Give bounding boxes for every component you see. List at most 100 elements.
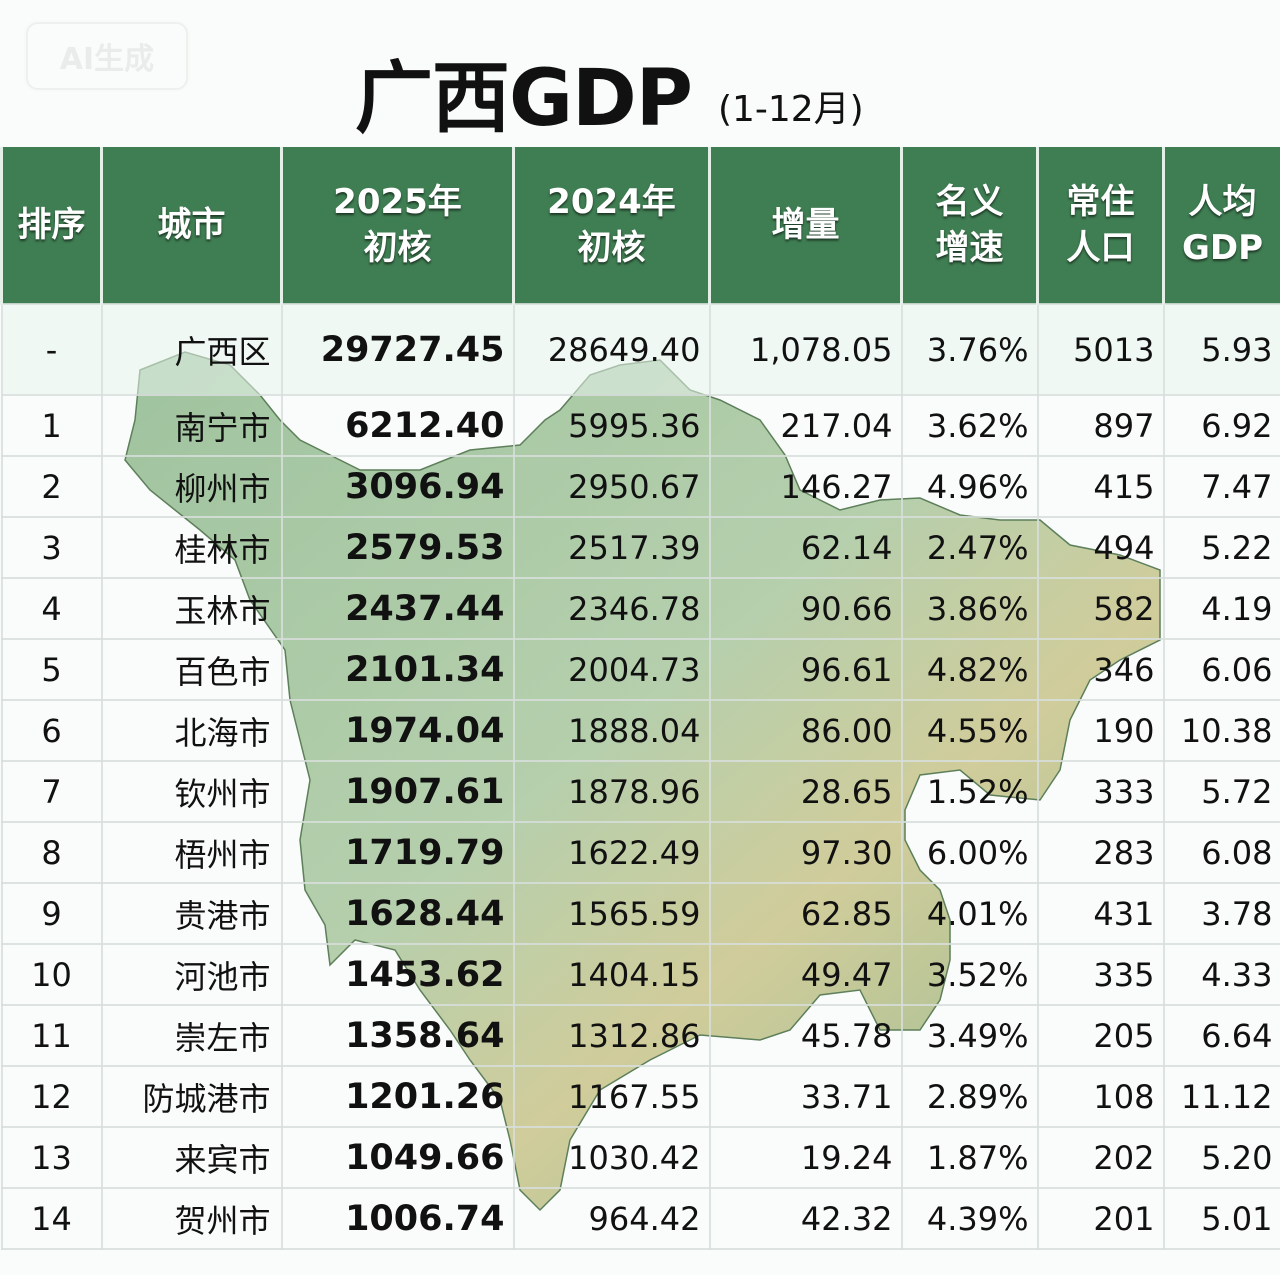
cell-gdp-2025: 2437.44 — [280, 577, 515, 640]
cell-gdp-2025: 3096.94 — [280, 455, 515, 518]
cell-growth: 4.55% — [900, 699, 1039, 762]
cell-population: 202 — [1036, 1126, 1165, 1189]
cell-population: 205 — [1036, 1004, 1165, 1067]
cell-population: 582 — [1036, 577, 1165, 640]
cell-population: 897 — [1036, 394, 1165, 457]
cell-growth: 3.86% — [900, 577, 1039, 640]
cell-rank: 12 — [0, 1065, 103, 1128]
cell-rank: 1 — [0, 394, 103, 457]
cell-city: 钦州市 — [100, 760, 283, 823]
cell-city: 广西区 — [100, 303, 283, 396]
cell-per-capita: 7.47 — [1162, 455, 1280, 518]
cell-increase: 49.47 — [708, 943, 903, 1006]
cell-growth: 3.62% — [900, 394, 1039, 457]
cell-growth: 1.87% — [900, 1126, 1039, 1189]
cell-gdp-2024: 2346.78 — [512, 577, 711, 640]
cell-city: 南宁市 — [100, 394, 283, 457]
cell-gdp-2025: 1628.44 — [280, 882, 515, 945]
cell-city: 来宾市 — [100, 1126, 283, 1189]
cell-rank: 2 — [0, 455, 103, 518]
cell-increase: 86.00 — [708, 699, 903, 762]
cell-per-capita: 6.64 — [1162, 1004, 1280, 1067]
cell-city: 北海市 — [100, 699, 283, 762]
cell-per-capita: 11.12 — [1162, 1065, 1280, 1128]
cell-rank: 9 — [0, 882, 103, 945]
cell-gdp-2024: 1878.96 — [512, 760, 711, 823]
cell-gdp-2025: 1453.62 — [280, 943, 515, 1006]
header-rank: 排序 — [0, 147, 103, 304]
cell-gdp-2024: 28649.40 — [512, 303, 711, 396]
cell-growth: 1.52% — [900, 760, 1039, 823]
header-population: 常住 人口 — [1036, 147, 1165, 304]
cell-rank: 7 — [0, 760, 103, 823]
cell-gdp-2025: 1974.04 — [280, 699, 515, 762]
ai-generated-watermark: AI生成 — [26, 22, 188, 90]
cell-rank: 5 — [0, 638, 103, 701]
header-growth: 名义 增速 — [900, 147, 1039, 304]
gdp-table: 排序 城市 2025年 初核 2024年 初核 增量 名义 增速 常住 人口 人均 GDP… — [0, 147, 1280, 1250]
cell-increase: 19.24 — [708, 1126, 903, 1189]
cell-per-capita: 5.93 — [1162, 303, 1280, 396]
cell-rank: 3 — [0, 516, 103, 579]
cell-gdp-2024: 1622.49 — [512, 821, 711, 884]
cell-per-capita: 5.01 — [1162, 1187, 1280, 1250]
page-title: 广西GDP (1-12月) — [355, 48, 864, 138]
cell-rank: 14 — [0, 1187, 103, 1250]
cell-per-capita: 3.78 — [1162, 882, 1280, 945]
cell-increase: 96.61 — [708, 638, 903, 701]
cell-population: 283 — [1036, 821, 1165, 884]
cell-gdp-2025: 1907.61 — [280, 760, 515, 823]
title-period: (1-12月) — [717, 89, 864, 130]
cell-population: 431 — [1036, 882, 1165, 945]
table-row-total: - 广西区 29727.45 28649.40 1,078.05 3.76% 5… — [0, 303, 1280, 396]
header-gdp-2024: 2024年 初核 — [512, 147, 711, 304]
cell-increase: 1,078.05 — [708, 303, 903, 396]
cell-gdp-2025: 1006.74 — [280, 1187, 515, 1250]
cell-city: 玉林市 — [100, 577, 283, 640]
cell-per-capita: 6.08 — [1162, 821, 1280, 884]
cell-rank: 13 — [0, 1126, 103, 1189]
table-row: 7 钦州市 1907.61 1878.96 28.65 1.52% 333 5.… — [0, 760, 1280, 823]
cell-population: 201 — [1036, 1187, 1165, 1250]
cell-growth: 3.49% — [900, 1004, 1039, 1067]
table-row: 6 北海市 1974.04 1888.04 86.00 4.55% 190 10… — [0, 699, 1280, 762]
cell-growth: 3.76% — [900, 303, 1039, 396]
cell-growth: 2.89% — [900, 1065, 1039, 1128]
cell-gdp-2024: 2950.67 — [512, 455, 711, 518]
table-row: 4 玉林市 2437.44 2346.78 90.66 3.86% 582 4.… — [0, 577, 1280, 640]
cell-population: 190 — [1036, 699, 1165, 762]
cell-gdp-2025: 1719.79 — [280, 821, 515, 884]
cell-gdp-2025: 29727.45 — [280, 303, 515, 396]
table-row: 3 桂林市 2579.53 2517.39 62.14 2.47% 494 5.… — [0, 516, 1280, 579]
table-row: 11 崇左市 1358.64 1312.86 45.78 3.49% 205 6… — [0, 1004, 1280, 1067]
cell-per-capita: 10.38 — [1162, 699, 1280, 762]
cell-per-capita: 4.33 — [1162, 943, 1280, 1006]
cell-per-capita: 5.22 — [1162, 516, 1280, 579]
cell-population: 108 — [1036, 1065, 1165, 1128]
title-main: 广西GDP — [355, 54, 693, 144]
cell-increase: 217.04 — [708, 394, 903, 457]
cell-increase: 146.27 — [708, 455, 903, 518]
cell-gdp-2024: 1404.15 — [512, 943, 711, 1006]
cell-gdp-2024: 2517.39 — [512, 516, 711, 579]
cell-gdp-2024: 1167.55 — [512, 1065, 711, 1128]
cell-city: 贺州市 — [100, 1187, 283, 1250]
table-row: 8 梧州市 1719.79 1622.49 97.30 6.00% 283 6.… — [0, 821, 1280, 884]
header-per-capita: 人均 GDP — [1162, 147, 1280, 304]
cell-increase: 62.14 — [708, 516, 903, 579]
cell-population: 346 — [1036, 638, 1165, 701]
cell-growth: 4.96% — [900, 455, 1039, 518]
cell-city: 柳州市 — [100, 455, 283, 518]
cell-city: 桂林市 — [100, 516, 283, 579]
cell-gdp-2025: 2101.34 — [280, 638, 515, 701]
cell-gdp-2025: 1201.26 — [280, 1065, 515, 1128]
cell-increase: 45.78 — [708, 1004, 903, 1067]
cell-population: 335 — [1036, 943, 1165, 1006]
table-row: 5 百色市 2101.34 2004.73 96.61 4.82% 346 6.… — [0, 638, 1280, 701]
table-row: 13 来宾市 1049.66 1030.42 19.24 1.87% 202 5… — [0, 1126, 1280, 1189]
cell-per-capita: 4.19 — [1162, 577, 1280, 640]
table-row: 2 柳州市 3096.94 2950.67 146.27 4.96% 415 7… — [0, 455, 1280, 518]
cell-population: 5013 — [1036, 303, 1165, 396]
cell-rank: - — [0, 303, 103, 396]
cell-per-capita: 5.72 — [1162, 760, 1280, 823]
